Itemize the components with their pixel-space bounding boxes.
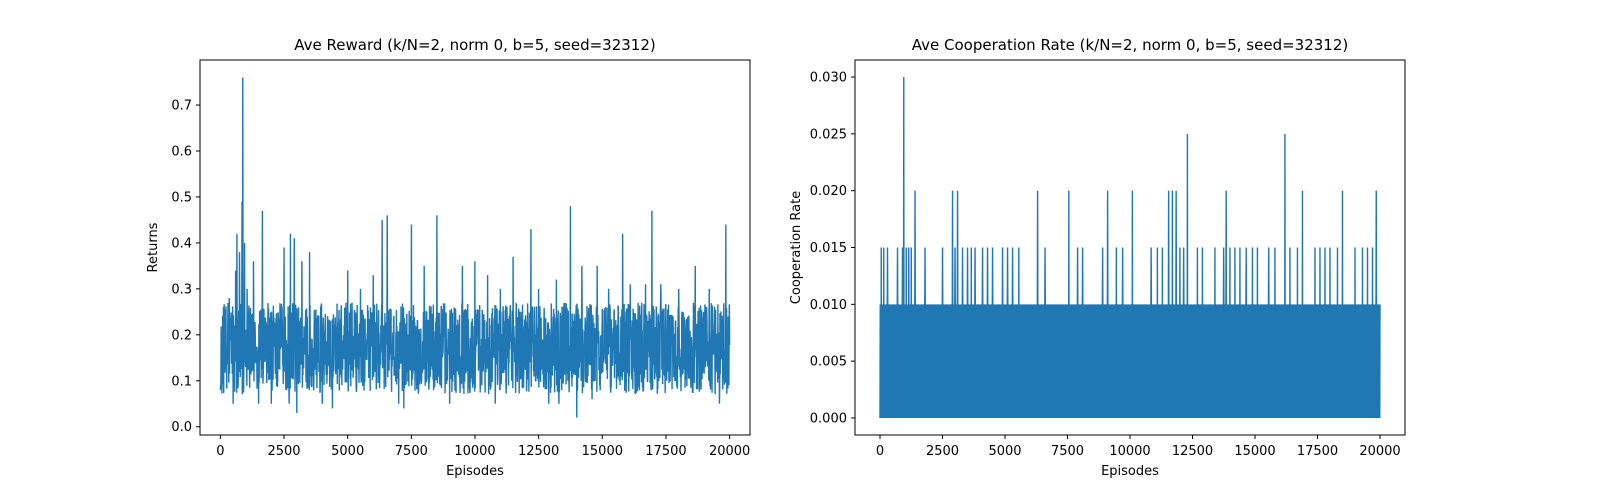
y-tick-label: 0.015 <box>810 241 847 256</box>
x-tick-label: 17500 <box>1297 444 1338 459</box>
cooperation-chart: Ave Cooperation Rate (k/N=2, norm 0, b=5… <box>789 36 1406 479</box>
y-tick-label: 0.4 <box>171 236 192 251</box>
x-tick-label: 12500 <box>518 444 559 459</box>
y-axis-label: Cooperation Rate <box>789 191 804 304</box>
x-tick-label: 7500 <box>1051 444 1084 459</box>
x-tick-label: 0 <box>876 444 884 459</box>
axis-ticks: 0 2500 5000 7500 10000 12500 15000 17500 20000 0.… <box>810 71 1401 459</box>
x-tick-label: 10000 <box>1109 444 1150 459</box>
y-tick-label: 0.020 <box>810 184 847 199</box>
x-tick-label: 2500 <box>267 444 300 459</box>
y-tick-label: 0.030 <box>810 71 847 86</box>
x-tick-label: 5000 <box>988 444 1021 459</box>
series-line <box>219 77 731 418</box>
y-axis-label: Returns <box>146 222 161 272</box>
x-tick-label: 0 <box>216 444 224 459</box>
x-tick-label: 5000 <box>331 444 364 459</box>
x-tick-label: 20000 <box>709 444 750 459</box>
y-tick-label: 0.005 <box>810 355 847 370</box>
y-tick-label: 0.0 <box>171 420 192 435</box>
plot-frame <box>854 59 1406 436</box>
x-tick-label: 2500 <box>926 444 959 459</box>
x-tick-label: 10000 <box>454 444 495 459</box>
x-tick-label: 17500 <box>645 444 686 459</box>
y-tick-label: 0.000 <box>810 411 847 426</box>
y-tick-label: 0.010 <box>810 298 847 313</box>
reward-chart: Ave Reward (k/N=2, norm 0, b=5, seed=323… <box>146 36 751 479</box>
x-tick-label: 7500 <box>395 444 428 459</box>
y-tick-label: 0.1 <box>171 374 192 389</box>
x-tick-label: 15000 <box>1234 444 1275 459</box>
x-tick-label: 20000 <box>1359 444 1400 459</box>
y-tick-label: 0.2 <box>171 328 192 343</box>
y-tick-label: 0.025 <box>810 127 847 142</box>
y-tick-label: 0.6 <box>171 144 192 159</box>
series-area <box>879 77 1381 418</box>
axis-ticks: 0 2500 5000 7500 10000 12500 15000 17500 20000 0.… <box>171 99 750 459</box>
y-tick-label: 0.7 <box>171 99 192 114</box>
y-tick-label: 0.5 <box>171 190 192 205</box>
y-tick-label: 0.3 <box>171 282 192 297</box>
x-tick-label: 12500 <box>1172 444 1213 459</box>
plot-frame <box>199 59 751 436</box>
x-axis-label: Episodes <box>1101 464 1159 479</box>
series-line <box>879 77 1381 418</box>
x-axis-label: Episodes <box>446 464 504 479</box>
series-area <box>219 77 731 418</box>
chart-title: Ave Cooperation Rate (k/N=2, norm 0, b=5… <box>912 36 1348 54</box>
x-tick-label: 15000 <box>582 444 623 459</box>
chart-title: Ave Reward (k/N=2, norm 0, b=5, seed=323… <box>294 36 656 54</box>
